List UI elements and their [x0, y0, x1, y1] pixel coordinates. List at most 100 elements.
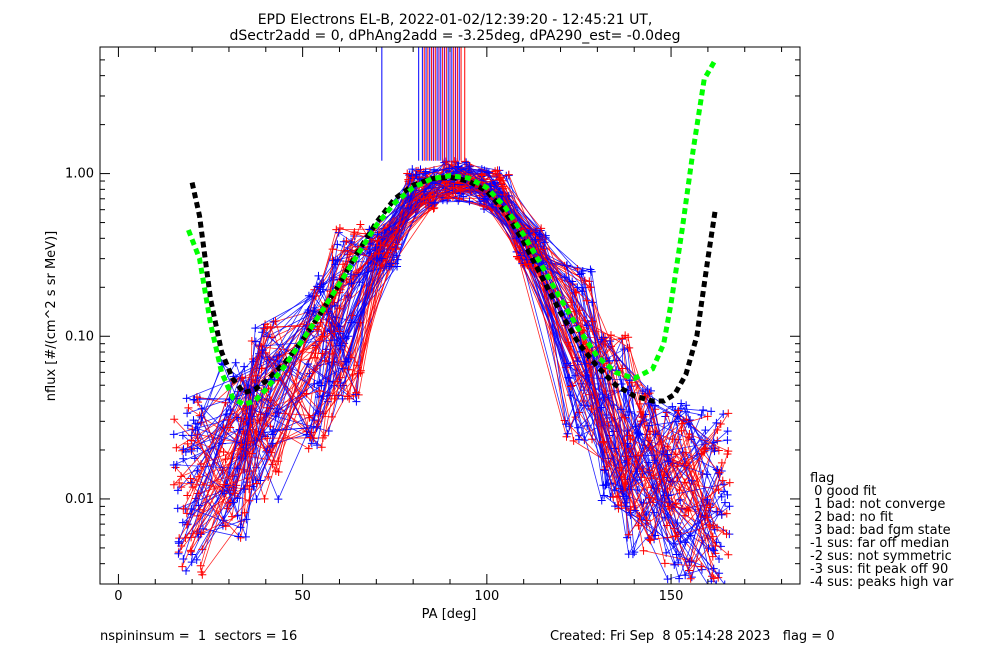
data-marker	[186, 547, 195, 556]
data-marker	[219, 448, 228, 457]
data-marker	[175, 478, 184, 487]
data-marker	[701, 444, 710, 453]
data-marker	[571, 288, 580, 297]
data-marker	[424, 203, 433, 212]
legend-item: -1 sus: far off median	[810, 536, 949, 551]
legend: flag 0 good fit 1 bad: not converge 2 ba…	[810, 471, 954, 590]
data-marker	[195, 472, 204, 481]
data-marker	[724, 447, 733, 456]
data-marker	[318, 332, 327, 341]
data-marker	[650, 456, 659, 465]
data-marker	[714, 573, 723, 582]
data-marker	[317, 381, 326, 390]
data-marker	[342, 334, 351, 343]
data-marker	[675, 486, 684, 495]
data-marker	[170, 415, 179, 424]
data-marker	[628, 550, 637, 559]
data-marker	[373, 236, 382, 245]
data-marker	[178, 431, 187, 440]
x-axis-label: PA [deg]	[422, 607, 477, 622]
data-marker	[187, 558, 196, 567]
data-marker	[634, 451, 643, 460]
legend-item: -4 sus: peaks high var	[810, 575, 954, 590]
data-marker	[334, 228, 343, 237]
data-marker	[309, 307, 318, 316]
data-marker	[462, 158, 471, 167]
data-marker	[668, 402, 677, 411]
data-marker	[697, 562, 706, 571]
data-marker	[610, 444, 619, 453]
data-marker	[304, 291, 313, 300]
data-marker	[715, 555, 724, 564]
data-marker	[182, 394, 191, 403]
data-marker	[719, 410, 728, 419]
data-marker	[684, 507, 693, 516]
data-marker	[568, 277, 577, 286]
data-marker	[393, 262, 402, 271]
footer-left: nspininsum = 1 sectors = 16	[100, 629, 297, 644]
data-marker	[311, 349, 320, 358]
data-marker	[707, 572, 716, 581]
data-marker	[625, 407, 634, 416]
data-marker	[597, 496, 606, 505]
data-marker	[196, 561, 205, 570]
data-marker	[252, 495, 261, 504]
data-marker	[221, 522, 230, 531]
data-marker	[630, 548, 639, 557]
data-marker	[375, 261, 384, 270]
legend-item: -3 sus: fit peak off 90	[810, 562, 948, 577]
data-marker	[643, 385, 652, 394]
data-marker	[723, 427, 732, 436]
data-marker	[327, 329, 336, 338]
data-marker	[586, 283, 595, 292]
data-marker	[524, 229, 533, 238]
data-marker	[540, 238, 549, 247]
data-marker	[172, 460, 181, 469]
data-marker	[582, 296, 591, 305]
data-marker	[336, 341, 345, 350]
data-marker	[684, 433, 693, 442]
data-marker	[616, 405, 625, 414]
data-marker	[620, 345, 629, 354]
data-marker	[586, 265, 595, 274]
data-marker	[320, 431, 329, 440]
data-marker	[314, 271, 323, 280]
data-marker	[716, 419, 725, 428]
data-marker	[713, 523, 722, 532]
data-marker	[600, 491, 609, 500]
data-marker	[274, 467, 283, 476]
data-marker	[606, 331, 615, 340]
data-marker	[717, 510, 726, 519]
data-marker	[271, 317, 280, 326]
data-marker	[330, 336, 339, 345]
data-marker	[676, 537, 685, 546]
data-marker	[706, 503, 715, 512]
legend-item: -2 sus: not symmetric	[810, 549, 952, 564]
data-marker	[181, 533, 190, 542]
data-marker	[330, 301, 339, 310]
data-marker	[274, 495, 283, 504]
data-marker	[627, 382, 636, 391]
data-marker	[197, 529, 206, 538]
data-marker	[465, 197, 474, 206]
data-marker	[335, 223, 344, 232]
data-marker	[412, 170, 421, 179]
data-marker	[675, 574, 684, 583]
data-marker	[715, 468, 724, 477]
data-marker	[268, 430, 277, 439]
data-marker	[240, 362, 249, 371]
data-marker	[444, 194, 453, 203]
data-marker	[635, 512, 644, 521]
data-marker	[665, 498, 674, 507]
data-marker	[231, 358, 240, 367]
data-marker	[245, 496, 254, 505]
data-trace	[190, 161, 715, 579]
legend-item: 3 bad: bad fgm state	[810, 523, 951, 538]
data-marker	[712, 418, 721, 427]
data-marker	[633, 486, 642, 495]
data-marker	[686, 574, 695, 583]
data-trace	[195, 186, 722, 547]
data-marker	[725, 478, 734, 487]
data-marker	[674, 406, 683, 415]
